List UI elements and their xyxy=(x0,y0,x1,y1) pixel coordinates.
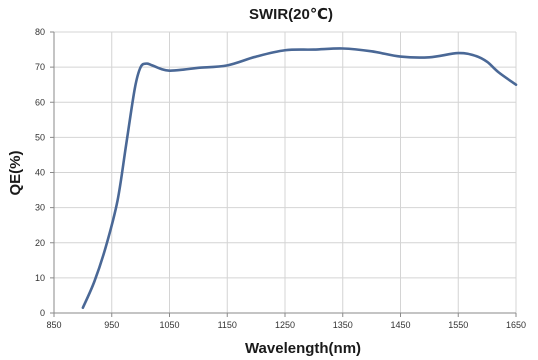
grid-lines xyxy=(54,31,517,313)
y-tick-label: 40 xyxy=(35,168,45,178)
x-tick-label: 1550 xyxy=(448,320,468,330)
y-tick-label: 80 xyxy=(35,27,45,37)
y-axis-label: QE(%) xyxy=(7,150,24,195)
x-tick-label: 1650 xyxy=(506,320,526,330)
x-tick-label: 850 xyxy=(46,320,61,330)
y-tick-label: 30 xyxy=(35,203,45,213)
chart-title: SWIR(20℃) xyxy=(249,6,333,23)
x-tick-label: 1150 xyxy=(218,320,237,330)
x-tick-label: 1250 xyxy=(275,320,295,330)
qe-series-line xyxy=(81,47,518,310)
y-tick-label: 0 xyxy=(40,308,45,318)
y-tick-label: 50 xyxy=(35,132,45,142)
y-tick-label: 20 xyxy=(35,238,45,248)
x-axis-label: Wavelength(nm) xyxy=(245,340,361,357)
series-layer xyxy=(81,47,518,310)
x-tick-label: 1350 xyxy=(333,320,353,330)
x-tick-label: 950 xyxy=(104,320,119,330)
x-tick-label: 1050 xyxy=(159,320,179,330)
y-tick-label: 60 xyxy=(35,97,45,107)
tick-labels: 850 950 1050 1150 1250 1350 1450 1550 1650 0 10 20 3… xyxy=(35,27,526,330)
x-tick-label: 1450 xyxy=(390,320,410,330)
y-tick-label: 70 xyxy=(35,62,45,72)
y-tick-label: 10 xyxy=(35,273,45,283)
axes xyxy=(50,31,517,317)
